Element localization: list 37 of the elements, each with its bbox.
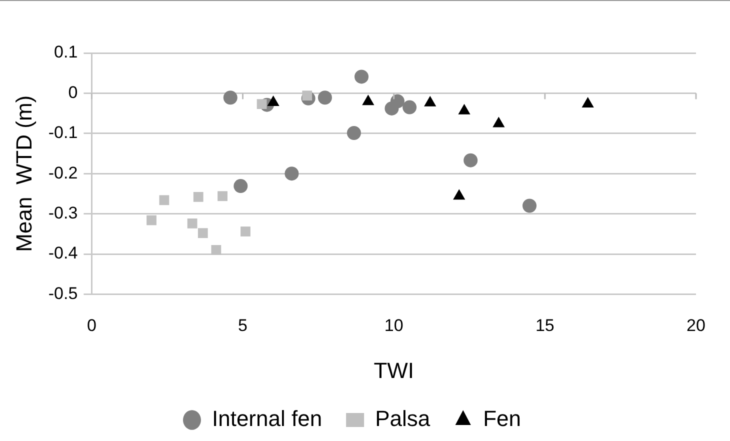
point [146,215,156,226]
point [198,228,208,238]
point [284,166,299,181]
y-tick-label: -0.1 [48,123,78,142]
point [318,90,332,105]
point [211,245,222,255]
point [522,198,537,213]
x-tick-label: 20 [686,316,706,336]
point [159,195,170,206]
x-tick-label: 15 [535,316,554,336]
point [346,126,361,140]
legend-label: Fen [483,406,522,432]
point [582,97,594,108]
legend-label: Palsa [375,406,431,432]
point [218,191,228,202]
point [354,70,369,84]
legend-label: Internal fen [212,406,322,432]
point [464,153,478,168]
point [402,100,417,114]
x-tick-label: 10 [384,316,404,336]
point [223,90,238,105]
point [193,192,204,202]
x-tick-label: 5 [238,316,248,336]
point [240,226,250,236]
y-tick-label: -0.5 [48,284,78,303]
point [187,218,198,228]
point [384,101,399,116]
point [234,179,248,194]
y-tick-label: -0.2 [48,163,78,182]
y-axis-title: Mean WTD (m) [11,95,36,252]
y-tick-label: -0.3 [48,203,78,222]
y-tick-label: 0.1 [54,42,78,62]
point [256,99,267,110]
x-axis-title: TWI [374,358,414,383]
x-tick-label: 0 [86,316,96,336]
y-tick-label: 0 [68,82,78,102]
y-tick-label: -0.4 [48,244,78,263]
